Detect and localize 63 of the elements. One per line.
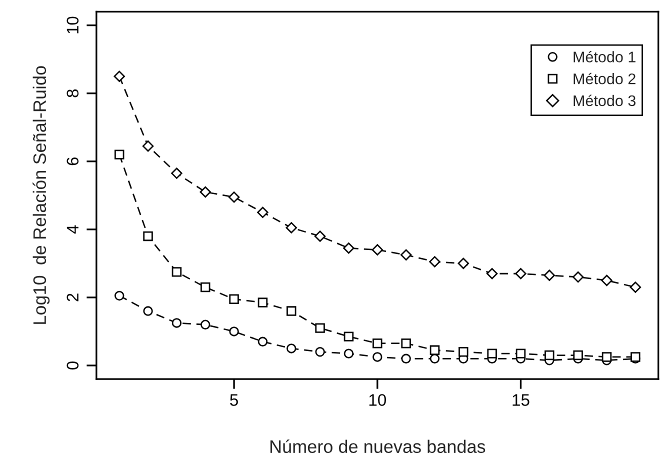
point [114, 70, 125, 82]
point [315, 323, 325, 333]
point [515, 268, 526, 280]
point [229, 326, 239, 336]
legend-label: Método 1 [574, 50, 636, 62]
point [228, 191, 240, 203]
x-axis-title: Número de nuevas bandas [270, 440, 486, 454]
point [171, 168, 182, 179]
point [486, 268, 498, 280]
point [286, 306, 296, 316]
point [458, 258, 469, 270]
x-tick-label: 15 [512, 394, 530, 406]
point [172, 267, 182, 277]
y-tick-label: 0 [66, 361, 79, 370]
legend-label: Método 2 [574, 72, 636, 84]
point [314, 230, 326, 242]
point [172, 318, 182, 328]
point [602, 352, 612, 362]
point [372, 338, 382, 348]
point [286, 222, 297, 234]
point [258, 298, 268, 308]
y-tick-label: 4 [66, 225, 78, 234]
x-tick-label: 10 [369, 394, 386, 406]
point [400, 249, 412, 261]
point [114, 290, 124, 301]
point [344, 332, 354, 342]
point [142, 140, 154, 152]
point [430, 354, 440, 364]
legend-label: Método 3 [574, 94, 636, 106]
point [200, 282, 210, 292]
point [229, 294, 239, 304]
point [573, 350, 583, 360]
point [601, 274, 612, 286]
point [544, 270, 556, 281]
point [458, 347, 468, 357]
point [572, 271, 584, 283]
point [200, 186, 211, 198]
y-tick-label: 2 [66, 294, 78, 302]
y-axis-title: Log10 de Relación Señal-Ruido [32, 66, 50, 324]
point [258, 336, 268, 347]
point [286, 344, 296, 354]
point [429, 256, 440, 268]
point [401, 354, 411, 364]
point [143, 306, 153, 316]
point [344, 348, 354, 358]
point [257, 206, 268, 218]
y-tick-label: 10 [66, 16, 79, 34]
point [372, 352, 382, 362]
x-tick-label: 5 [230, 394, 238, 406]
point [114, 150, 124, 160]
point [372, 244, 383, 256]
point [143, 231, 153, 242]
point [487, 348, 497, 358]
point [544, 350, 554, 360]
point [200, 320, 210, 330]
y-tick-label: 6 [66, 157, 79, 166]
point [343, 242, 354, 254]
y-tick-label: 8 [66, 89, 79, 98]
point [430, 345, 440, 356]
point [401, 338, 411, 348]
point [315, 347, 325, 357]
point [630, 282, 642, 293]
point [516, 348, 526, 358]
